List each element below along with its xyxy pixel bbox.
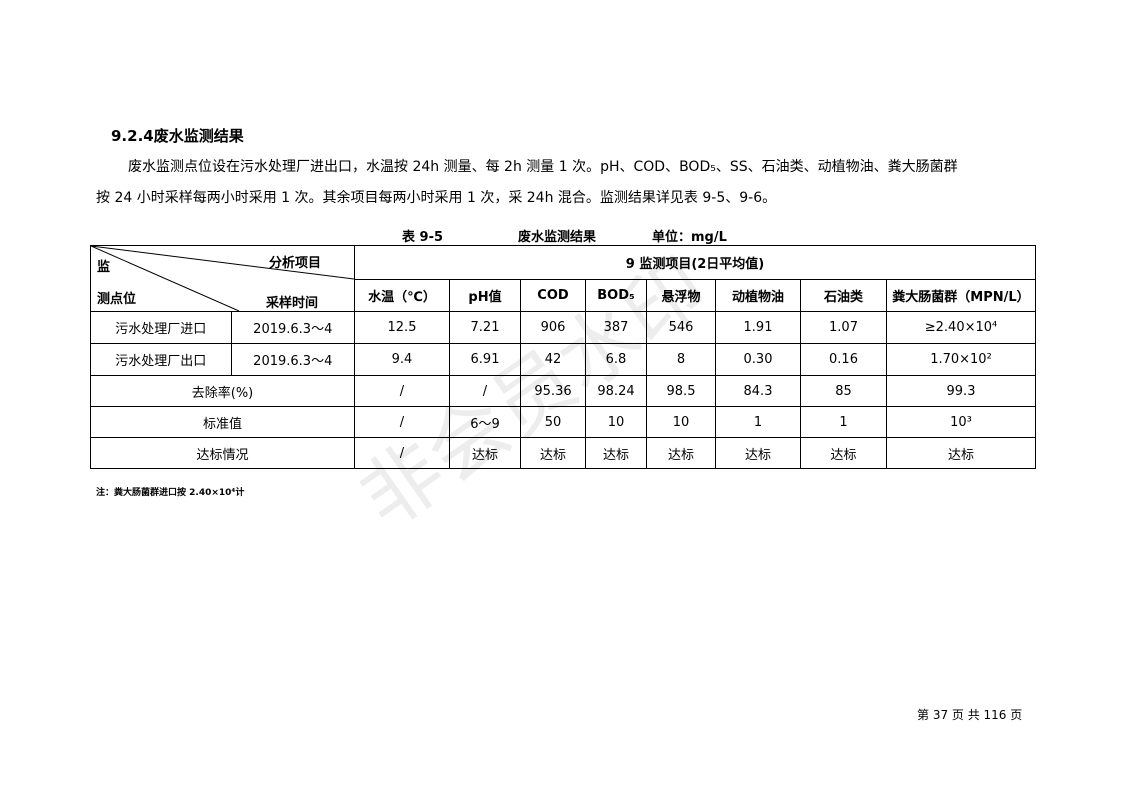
- value-cell: 6.8: [585, 343, 647, 376]
- site-cell: 污水处理厂出口: [90, 343, 232, 376]
- value-cell: 达标: [585, 437, 647, 469]
- column-header: 粪大肠菌群（MPN/L）: [886, 278, 1036, 312]
- table-row: 污水处理厂出口 2019.6.3～4 9.4 6.91 42 6.8 8 0.30 0.16 1.…: [90, 343, 1036, 376]
- column-header: BOD₅: [585, 278, 647, 312]
- value-cell: 达标: [800, 437, 887, 469]
- table-note: 注：粪大肠菌群进口按 2.40×10⁴计: [96, 488, 245, 498]
- time-cell: 2019.6.3～4: [230, 343, 356, 376]
- value-cell: 达标: [886, 437, 1036, 469]
- table-number: 表 9-5: [402, 230, 444, 245]
- value-cell: /: [354, 437, 450, 469]
- value-cell: 50: [520, 406, 586, 438]
- corner-label: 采样时间: [266, 296, 319, 311]
- value-cell: /: [354, 375, 450, 407]
- value-cell: 10³: [886, 406, 1036, 438]
- value-cell: 1: [715, 406, 801, 438]
- table-title: 废水监测结果: [518, 230, 597, 245]
- value-cell: /: [449, 375, 521, 407]
- value-cell: 98.5: [646, 375, 716, 407]
- summary-row: 标准值/6～9 50 10 10 1 1 10³: [90, 406, 1036, 438]
- value-cell: 6.91: [449, 343, 521, 376]
- row-label: 标准值: [90, 406, 355, 438]
- value-cell: 95.36: [520, 375, 586, 407]
- value-cell: ≥2.40×10⁴: [886, 311, 1036, 344]
- value-cell: /: [354, 406, 450, 438]
- corner-label: 监: [97, 260, 111, 275]
- column-header: 动植物油: [715, 278, 801, 312]
- group-header: 9 监测项目(2日平均值): [354, 245, 1036, 280]
- column-header: COD: [520, 278, 586, 312]
- value-cell: 99.3: [886, 375, 1036, 407]
- value-cell: 42: [520, 343, 586, 376]
- value-cell: 1.07: [800, 311, 887, 344]
- value-cell: 906: [520, 311, 586, 344]
- value-cell: 0.30: [715, 343, 801, 376]
- paragraph: 按 24 小时采样每两小时采用 1 次。其余项目每两小时采用 1 次，采 24h…: [96, 190, 777, 206]
- value-cell: 10: [585, 406, 647, 438]
- value-cell: 12.5: [354, 311, 450, 344]
- results-table: 监 分析项目 测点位 采样时间 9 监测项目(2日平均值) 水温（℃） pH值 CO…: [90, 245, 1036, 469]
- corner-label: 分析项目: [269, 256, 322, 271]
- value-cell: 达标: [646, 437, 716, 469]
- value-cell: 84.3: [715, 375, 801, 407]
- table-unit: 单位：mg/L: [652, 230, 727, 245]
- value-cell: 7.21: [449, 311, 521, 344]
- value-cell: 9.4: [354, 343, 450, 376]
- column-header: 悬浮物: [646, 278, 716, 312]
- value-cell: 85: [800, 375, 887, 407]
- diagonal-lines: [91, 246, 354, 311]
- value-cell: 8: [646, 343, 716, 376]
- value-cell: 达标: [449, 437, 521, 469]
- page-footer: 第 37 页 共 116 页: [917, 708, 1023, 722]
- row-label: 达标情况: [90, 437, 355, 469]
- corner-header-cell: 监 分析项目 测点位 采样时间: [90, 245, 355, 312]
- row-label: 去除率(%): [90, 375, 355, 407]
- value-cell: 达标: [715, 437, 801, 469]
- value-cell: 10: [646, 406, 716, 438]
- value-cell: 0.16: [800, 343, 887, 376]
- paragraph: 废水监测点位设在污水处理厂进出口，水温按 24h 测量、每 2h 测量 1 次。…: [128, 159, 958, 175]
- corner-label: 测点位: [97, 292, 137, 307]
- section-heading: 9.2.4废水监测结果: [111, 127, 244, 145]
- value-cell: 1.70×10²: [886, 343, 1036, 376]
- column-header: 石油类: [800, 278, 887, 312]
- summary-row: 达标情况 / 达标 达标 达标 达标 达标 达标 达标: [90, 437, 1036, 469]
- time-cell: 2019.6.3～4: [230, 311, 356, 344]
- value-cell: 6～9: [449, 406, 521, 438]
- column-header: 水温（℃）: [354, 278, 450, 312]
- site-cell: 污水处理厂进口: [90, 311, 232, 344]
- column-header: pH值: [449, 278, 521, 312]
- value-cell: 1: [800, 406, 887, 438]
- value-cell: 546: [646, 311, 716, 344]
- value-cell: 98.24: [585, 375, 647, 407]
- table-row: 污水处理厂进口 2019.6.3～4 12.5 7.21 906 387 546 1.91 1.…: [90, 311, 1036, 344]
- value-cell: 1.91: [715, 311, 801, 344]
- value-cell: 387: [585, 311, 647, 344]
- summary-row: 去除率(%) //95.36 98.24 98.5 84.3 85 99.3: [90, 375, 1036, 407]
- value-cell: 达标: [520, 437, 586, 469]
